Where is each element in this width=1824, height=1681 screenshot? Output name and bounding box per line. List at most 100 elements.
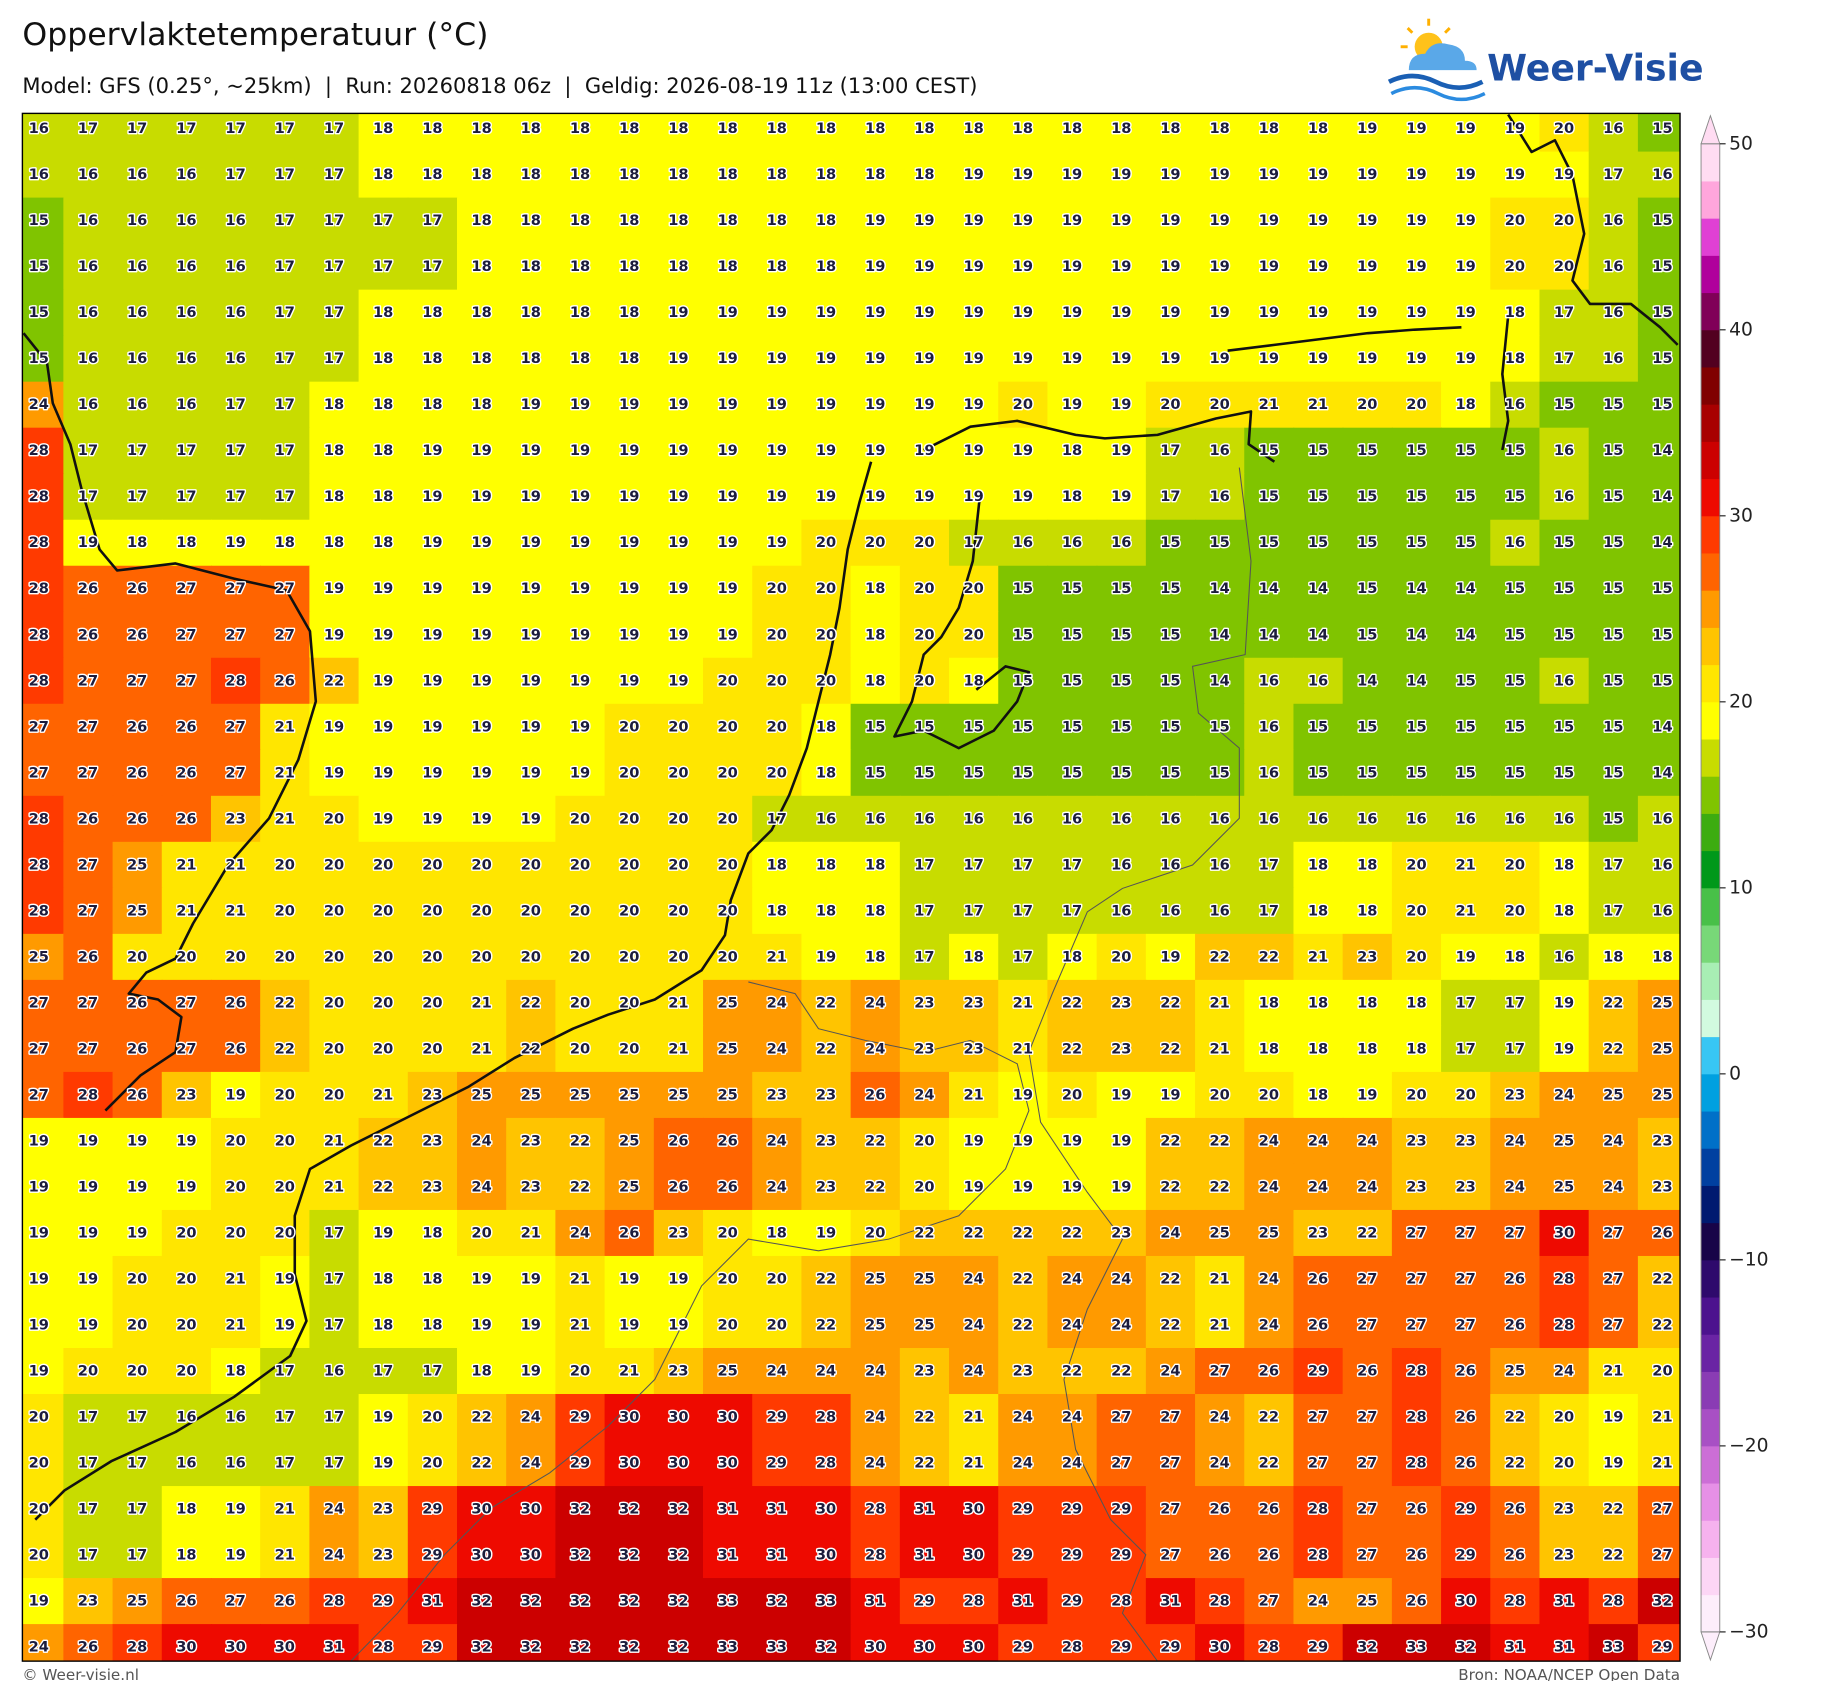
temperature-cell	[63, 657, 114, 705]
temperature-cell	[1244, 113, 1295, 153]
cell-label: 18	[816, 764, 836, 781]
temperature-cell	[358, 427, 409, 475]
cell-label: 22	[471, 1455, 491, 1472]
cell-label: 15	[1013, 718, 1033, 735]
cell-label: 19	[1013, 304, 1033, 321]
temperature-cell	[555, 1578, 606, 1625]
cell-label: 15	[865, 718, 885, 735]
cell-label: 24	[1259, 1316, 1279, 1333]
cell-label: 27	[1456, 1224, 1476, 1241]
temperature-cell	[653, 1532, 704, 1579]
temperature-cell	[456, 1301, 507, 1349]
temperature-cell	[1539, 113, 1590, 153]
cell-label: 18	[422, 120, 442, 137]
cell-label: 20	[176, 1316, 196, 1333]
temperature-cell	[358, 381, 409, 429]
temperature-cell	[1637, 1025, 1681, 1073]
cell-label: 20	[570, 810, 590, 827]
temperature-cell	[112, 1117, 163, 1165]
temperature-cell	[998, 1624, 1049, 1662]
cell-label: 17	[275, 350, 295, 367]
cell-label: 16	[1209, 810, 1229, 827]
cell-label: 20	[176, 1363, 196, 1380]
temperature-cell	[949, 1624, 999, 1662]
colorbar-segment	[1701, 627, 1720, 666]
cell-label: 32	[570, 1547, 590, 1564]
temperature-cell	[998, 1394, 1049, 1441]
cell-label: 24	[1209, 1455, 1229, 1472]
temperature-cell	[1637, 427, 1681, 475]
temperature-cell	[555, 427, 606, 475]
cell-label: 19	[767, 442, 787, 459]
cell-label: 26	[1357, 1363, 1377, 1380]
cell-label: 20	[127, 1363, 147, 1380]
temperature-cell	[949, 1440, 999, 1487]
cell-label: 28	[29, 534, 49, 551]
cell-label: 29	[1456, 1501, 1476, 1518]
cell-label: 31	[1554, 1639, 1574, 1656]
temperature-cell	[112, 113, 163, 153]
cell-label: 15	[1357, 534, 1377, 551]
temperature-cell	[949, 1578, 999, 1625]
temperature-cell	[210, 1025, 261, 1073]
cell-label: 20	[570, 948, 590, 965]
colorbar-segment	[1701, 143, 1720, 182]
cell-label: 21	[275, 718, 295, 735]
cell-label: 26	[127, 764, 147, 781]
temperature-cell	[1490, 841, 1541, 889]
temperature-cell	[1637, 1255, 1681, 1303]
cell-label: 27	[176, 994, 196, 1011]
cell-label: 20	[1406, 856, 1426, 873]
cell-label: 20	[275, 856, 295, 873]
temperature-cell	[801, 887, 852, 935]
temperature-cell	[604, 657, 655, 705]
cell-label: 16	[176, 1409, 196, 1426]
temperature-cell	[1145, 473, 1196, 521]
coastline	[22, 332, 318, 1112]
cell-label: 19	[865, 304, 885, 321]
temperature-cell	[260, 381, 311, 429]
cell-label: 20	[373, 994, 393, 1011]
cell-label: 19	[1013, 258, 1033, 275]
cell-label: 17	[324, 1224, 344, 1241]
temperature-cell	[850, 795, 901, 843]
cell-label: 18	[1308, 1040, 1328, 1057]
temperature-cell	[1047, 289, 1098, 337]
cell-label: 27	[225, 626, 245, 643]
temperature-cell	[850, 565, 901, 613]
cell-label: 21	[1209, 1316, 1229, 1333]
cell-label: 19	[619, 1270, 639, 1287]
temperature-cell	[1391, 427, 1442, 475]
temperature-cell	[407, 1301, 458, 1349]
temperature-cell	[555, 611, 606, 659]
cell-label: 23	[668, 1224, 688, 1241]
temperature-cell	[210, 1624, 261, 1662]
temperature-cell	[1441, 749, 1491, 797]
temperature-cell	[1096, 611, 1147, 659]
cell-label: 19	[1209, 166, 1229, 183]
cell-label: 19	[422, 718, 442, 735]
cell-label: 30	[668, 1409, 688, 1426]
cell-label: 24	[1062, 1409, 1082, 1426]
temperature-cell	[1342, 289, 1393, 337]
temperature-cell	[850, 979, 901, 1027]
temperature-cell	[1391, 1117, 1442, 1165]
cell-label: 18	[1062, 442, 1082, 459]
cell-label: 15	[1505, 764, 1525, 781]
cell-label: 30	[619, 1409, 639, 1426]
temperature-cell	[1637, 1347, 1681, 1395]
temperature-cell	[112, 565, 163, 613]
temperature-cell	[555, 795, 606, 843]
temperature-cell	[210, 1532, 261, 1579]
temperature-cell	[752, 1117, 803, 1165]
temperature-cell	[506, 933, 557, 981]
cell-label: 30	[521, 1547, 541, 1564]
temperature-cell	[63, 335, 114, 383]
colorbar-segment	[1701, 441, 1720, 480]
cell-label: 24	[865, 1409, 885, 1426]
temperature-cell	[555, 197, 606, 245]
cell-label: 26	[1505, 1501, 1525, 1518]
cell-label: 18	[963, 672, 983, 689]
temperature-cell	[1637, 657, 1681, 705]
temperature-cell	[1539, 519, 1590, 567]
